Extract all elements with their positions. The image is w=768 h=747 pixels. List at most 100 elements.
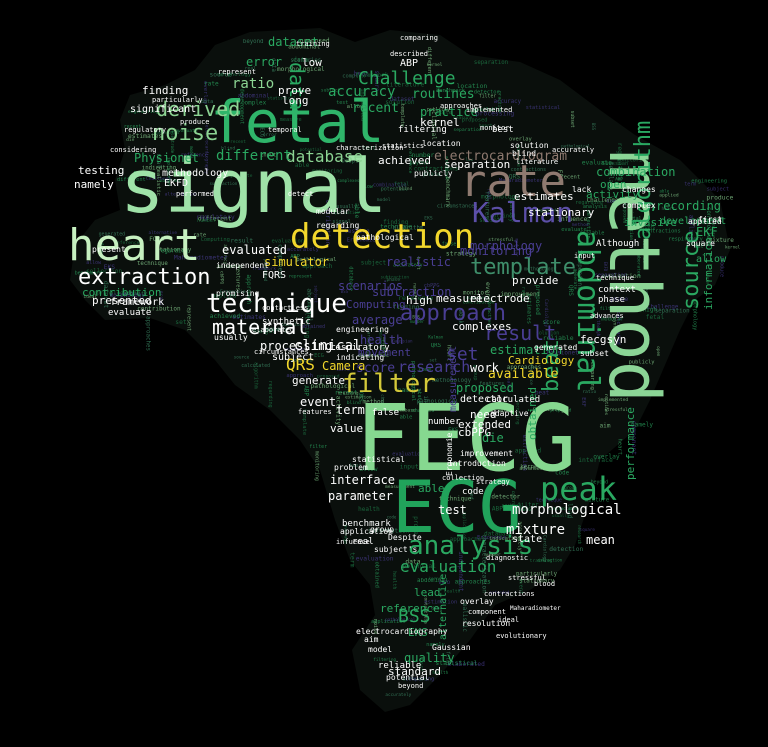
filler-word: promising xyxy=(533,407,565,413)
filler-word: circumstances xyxy=(437,204,478,210)
filler-word: Ergonomie xyxy=(220,289,246,295)
word-technique-small: technique xyxy=(596,274,634,282)
filler-word: ECG xyxy=(379,340,385,350)
filler-word: accurately xyxy=(287,247,319,253)
word-methodology: methodology xyxy=(162,168,228,179)
filler-word: electrode xyxy=(170,131,175,154)
filler-word: recent xyxy=(124,124,141,130)
word-fetal: fetal xyxy=(210,88,385,156)
filler-word: evaluation xyxy=(272,239,304,245)
filler-word: BSS xyxy=(412,314,420,319)
filler-word: ABP xyxy=(303,385,310,396)
filler-word: term xyxy=(684,182,696,188)
word-data: data xyxy=(285,62,309,110)
filler-word: EKS xyxy=(104,263,116,271)
filler-word: infuence xyxy=(98,237,104,259)
word-technique: technique xyxy=(206,289,347,319)
word-EKS: EKS xyxy=(408,626,428,639)
filler-word: technique xyxy=(439,496,472,503)
filler-word: evaluation xyxy=(602,272,641,280)
word-Kalman: Kalman xyxy=(472,196,573,229)
filler-word: beyond xyxy=(591,480,608,486)
filler-word: scenarios xyxy=(686,242,710,248)
word-information: information xyxy=(702,237,715,310)
word-routines: routines xyxy=(412,87,475,102)
word-need: need xyxy=(470,408,497,421)
word-estimation: estimation xyxy=(490,343,562,357)
word-algorithm: algorithm xyxy=(631,121,656,240)
word-statistics: statistics xyxy=(382,142,424,150)
word-input: input xyxy=(574,252,595,260)
filler-word: comparing xyxy=(589,362,595,390)
filler-word: elaborated xyxy=(448,661,486,668)
word-potential: potential xyxy=(386,673,430,682)
filler-word: algorithm xyxy=(393,226,424,232)
word-accuracy: accuracy xyxy=(328,84,395,100)
word-evaluated: evaluated xyxy=(222,243,287,257)
filler-word: potential xyxy=(300,147,323,152)
filler-word: BSS xyxy=(591,123,596,131)
word-benchmark: benchmark xyxy=(342,519,391,529)
word-Gaussian: Gaussian xyxy=(432,643,471,652)
filler-word: abdominal xyxy=(444,156,450,181)
word-realistic: realistic xyxy=(386,255,451,269)
filler-word: health xyxy=(432,670,448,676)
filler-word: filter xyxy=(517,503,539,509)
word-extraction: extraction xyxy=(78,265,210,290)
word-EKF: EKF xyxy=(696,225,718,239)
word-location: location xyxy=(422,139,461,148)
filler-word: usually xyxy=(336,204,357,210)
word-available: available xyxy=(488,367,559,382)
filler-word: data xyxy=(293,57,308,64)
word-filter: filter xyxy=(342,369,436,399)
word-regarding: regarding xyxy=(316,221,360,230)
filler-word: monitoring xyxy=(312,168,342,174)
filler-word: low xyxy=(364,184,373,190)
filler-word: dataset xyxy=(102,281,110,308)
filler-word: Ergonomie xyxy=(347,238,376,244)
filler-word: proposed xyxy=(621,201,627,224)
word-infuence: infuence xyxy=(336,538,370,546)
word-calculated: calculated xyxy=(486,395,540,405)
filler-word: reference xyxy=(398,294,433,302)
filler-word: subset xyxy=(569,111,575,128)
word-comparing: comparing xyxy=(400,34,438,42)
word-first: first xyxy=(698,215,722,224)
filler-word: open xyxy=(656,346,661,357)
filler-word: complexes xyxy=(337,178,360,183)
word-solution: solution xyxy=(510,141,549,150)
filler-word: regarding xyxy=(575,200,603,206)
word-clinical: clinical xyxy=(294,338,361,354)
filler-word: method xyxy=(363,399,385,406)
filler-word: ratio xyxy=(520,287,526,302)
word-Although: Although xyxy=(596,239,639,249)
word-event: event xyxy=(300,395,336,409)
filler-word: recent xyxy=(335,389,358,396)
filler-word: research xyxy=(577,525,582,545)
filler-word: error xyxy=(263,133,277,138)
filler-word: real xyxy=(485,188,491,200)
word-recording: recording xyxy=(656,199,721,213)
word-proposed: proposed xyxy=(456,381,514,395)
filler-word: Gaussian xyxy=(392,339,413,344)
word-evolutionary: evolutionary xyxy=(496,632,547,640)
filler-word: heart xyxy=(479,123,493,129)
filler-word: accurately xyxy=(517,521,523,550)
word-publicly: publicly xyxy=(414,169,453,178)
filler-word: indicating xyxy=(489,536,520,542)
filler-word: code xyxy=(387,515,397,520)
filler-word: blind xyxy=(347,400,361,406)
filler-word: heart xyxy=(445,345,451,361)
filler-word: framework xyxy=(252,266,276,272)
filler-word: statistical xyxy=(435,659,477,667)
filler-word: independent xyxy=(576,249,583,290)
filler-word: Cardiology xyxy=(542,535,548,562)
word-strategy: strategy xyxy=(476,478,510,486)
filler-word: Despite xyxy=(341,159,366,165)
filler-word: fetal xyxy=(646,314,665,321)
filler-word: finding xyxy=(383,219,409,226)
filler-word: engineering xyxy=(128,109,159,115)
word-ideal: ideal xyxy=(498,616,519,624)
filler-word: collection xyxy=(86,268,123,275)
filler-word: data xyxy=(405,558,420,565)
